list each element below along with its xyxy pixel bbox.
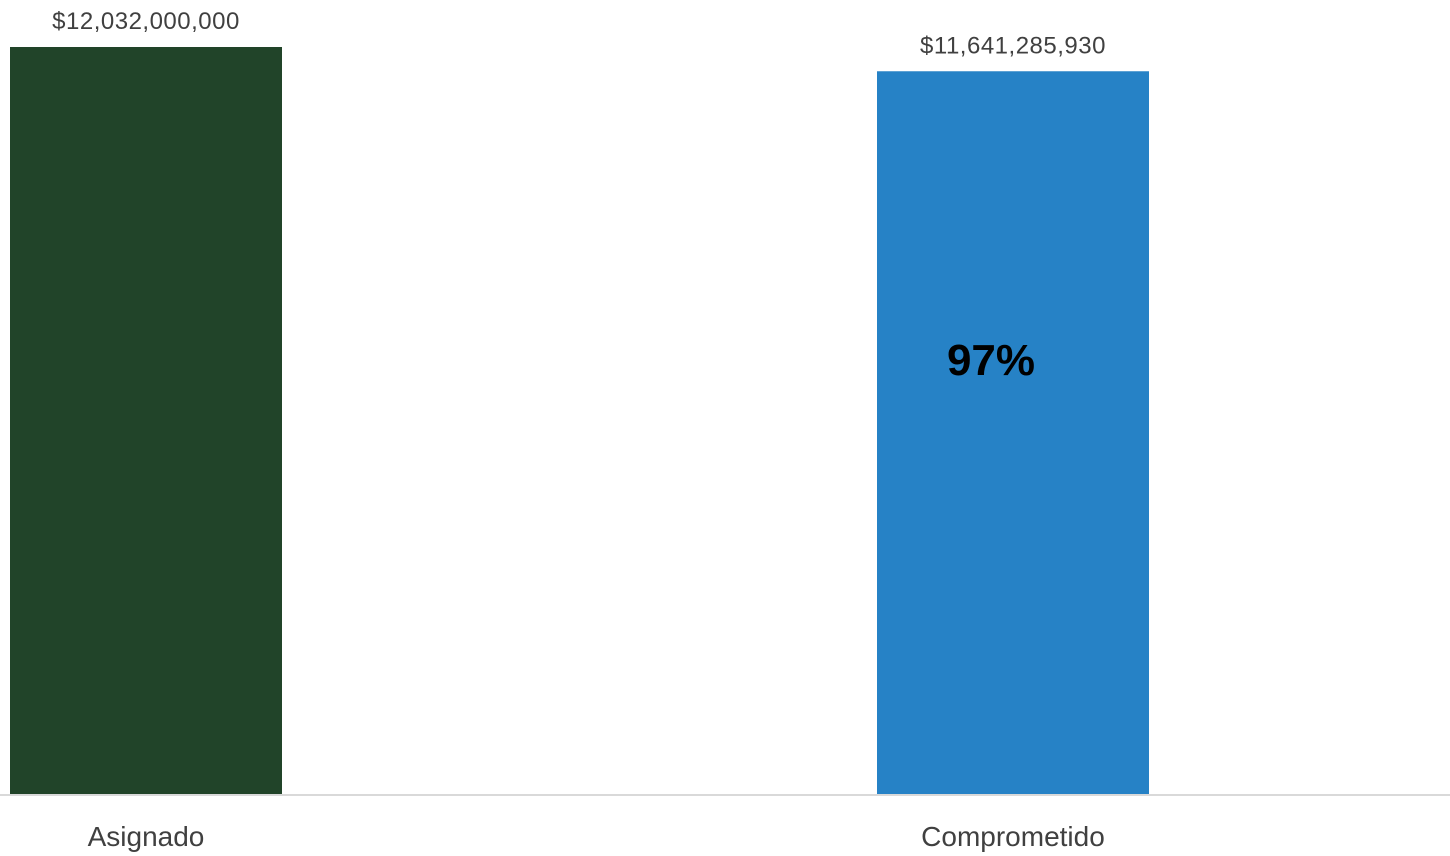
category-label-comprometido: Comprometido: [921, 821, 1105, 852]
category-label-asignado: Asignado: [88, 821, 205, 852]
percent-annotation: 97%: [947, 336, 1035, 385]
bar-comprometido: [877, 71, 1149, 794]
bar-asignado: [10, 47, 282, 794]
data-label-asignado: $12,032,000,000: [52, 8, 240, 35]
labels-group: $12,032,000,000 Asignado $11,641,285,930 Co…: [52, 8, 1106, 852]
bars-group: [10, 47, 1149, 794]
data-label-comprometido: $11,641,285,930: [920, 32, 1106, 59]
